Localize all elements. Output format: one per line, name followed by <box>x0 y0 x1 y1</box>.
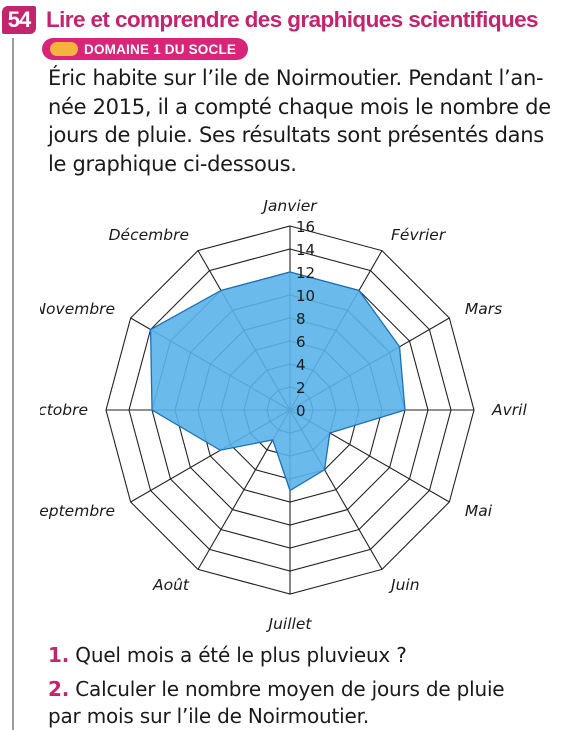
month-label: Janvier <box>260 197 318 215</box>
badge-dot-icon <box>50 42 78 56</box>
month-label: Novembre <box>40 300 115 318</box>
radial-tick-label: 16 <box>296 218 315 236</box>
question-1: 1. Quel mois a été le plus pluvieux ? <box>48 643 407 667</box>
radial-tick-label: 2 <box>296 379 306 397</box>
domain-badge-label: DOMAINE 1 DU SOCLE <box>84 41 237 57</box>
radial-tick-label: 4 <box>296 356 306 374</box>
question-text: Calculer le nombre moyen de jours de plu… <box>75 677 505 701</box>
month-label: Juin <box>388 576 420 594</box>
intro-line: née 2015, il a compté chaque mois le nom… <box>48 94 551 119</box>
intro-line: le graphique ci-dessous. <box>48 151 297 176</box>
month-label: Juillet <box>266 615 313 633</box>
radial-tick-label: 10 <box>296 287 315 305</box>
rain-days-series-area <box>149 271 406 492</box>
exercise-title: Lire et comprendre des graphiques scient… <box>46 7 539 32</box>
radial-tick-label: 14 <box>296 241 315 259</box>
month-label: Avril <box>491 401 527 419</box>
side-rule <box>12 38 14 730</box>
month-label: Octobre <box>40 401 88 419</box>
intro-paragraph: Éric habite sur l’ile de Noirmoutier. Pe… <box>48 64 558 178</box>
month-label: Décembre <box>109 226 189 244</box>
radial-tick-label: 0 <box>296 402 306 420</box>
domain-badge: DOMAINE 1 DU SOCLE <box>42 38 249 60</box>
month-label: Mars <box>465 300 502 318</box>
question-text: Quel mois a été le plus pluvieux ? <box>75 643 407 667</box>
question-2: 2. Calculer le nombre moyen de jours de … <box>48 676 505 730</box>
intro-line: Éric habite sur l’ile de Noirmoutier. Pe… <box>48 66 544 90</box>
question-number: 1. <box>48 643 70 667</box>
month-label: Mai <box>465 502 493 520</box>
rain-days-radar-chart: 0 2 4 6 8 10 12 14 16 Janvier Février Mars Avril Mai… <box>40 197 527 633</box>
exercise-number-badge: 54 <box>2 6 36 34</box>
month-label: Septembre <box>40 502 115 520</box>
question-text: par mois sur l’ile de Noirmoutier. <box>48 704 369 728</box>
month-label: Août <box>152 576 190 594</box>
month-label: Février <box>391 226 447 244</box>
intro-line: jours de pluie. Ses résultats sont prése… <box>48 123 544 147</box>
radial-tick-label: 8 <box>296 310 306 328</box>
radial-tick-label: 12 <box>296 264 315 282</box>
question-number: 2. <box>48 677 70 701</box>
radial-tick-label: 6 <box>296 333 306 351</box>
